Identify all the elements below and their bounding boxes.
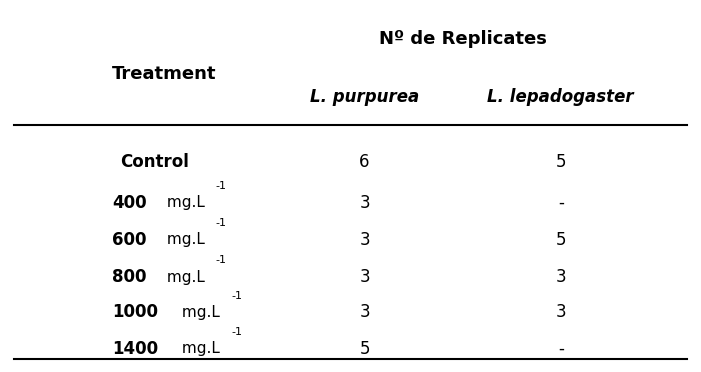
Text: -1: -1	[216, 218, 227, 228]
Text: 600: 600	[112, 231, 147, 249]
Text: 3: 3	[555, 268, 566, 286]
Text: mg.L: mg.L	[162, 232, 205, 247]
Text: 5: 5	[556, 231, 566, 249]
Text: 400: 400	[112, 194, 147, 212]
Text: 1400: 1400	[112, 340, 158, 357]
Text: 1000: 1000	[112, 304, 158, 321]
Text: 3: 3	[359, 231, 370, 249]
Text: L. purpurea: L. purpurea	[310, 88, 419, 106]
Text: Control: Control	[120, 153, 189, 171]
Text: -: -	[558, 194, 564, 212]
Text: 800: 800	[112, 268, 147, 286]
Text: -1: -1	[231, 291, 243, 301]
Text: Treatment: Treatment	[112, 65, 217, 83]
Text: -1: -1	[216, 181, 227, 191]
Text: 3: 3	[359, 194, 370, 212]
Text: 3: 3	[359, 268, 370, 286]
Text: -: -	[558, 340, 564, 357]
Text: Nº de Replicates: Nº de Replicates	[379, 30, 547, 48]
Text: -1: -1	[216, 256, 227, 265]
Text: 6: 6	[360, 153, 369, 171]
Text: mg.L: mg.L	[177, 305, 220, 320]
Text: 3: 3	[359, 304, 370, 321]
Text: mg.L: mg.L	[162, 195, 205, 210]
Text: 3: 3	[555, 304, 566, 321]
Text: mg.L: mg.L	[177, 341, 220, 356]
Text: 5: 5	[360, 340, 369, 357]
Text: -1: -1	[231, 327, 243, 337]
Text: L. lepadogaster: L. lepadogaster	[487, 88, 634, 106]
Text: mg.L: mg.L	[162, 270, 205, 285]
Text: 5: 5	[556, 153, 566, 171]
